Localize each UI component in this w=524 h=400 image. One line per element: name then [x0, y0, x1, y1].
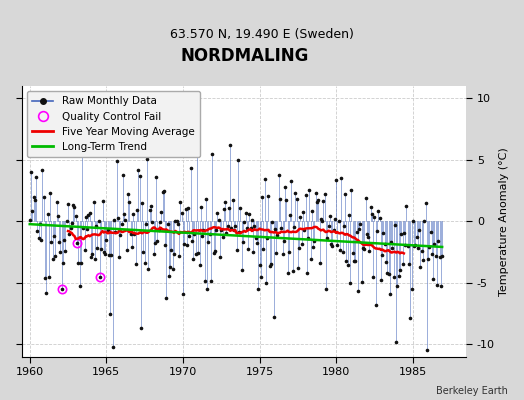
Title: NORDMALING: NORDMALING: [180, 47, 309, 65]
Legend: Raw Monthly Data, Quality Control Fail, Five Year Moving Average, Long-Term Tren: Raw Monthly Data, Quality Control Fail, …: [27, 91, 200, 157]
Text: 63.570 N, 19.490 E (Sweden): 63.570 N, 19.490 E (Sweden): [170, 28, 354, 41]
Text: Berkeley Earth: Berkeley Earth: [436, 386, 508, 396]
Y-axis label: Temperature Anomaly (°C): Temperature Anomaly (°C): [499, 147, 509, 296]
